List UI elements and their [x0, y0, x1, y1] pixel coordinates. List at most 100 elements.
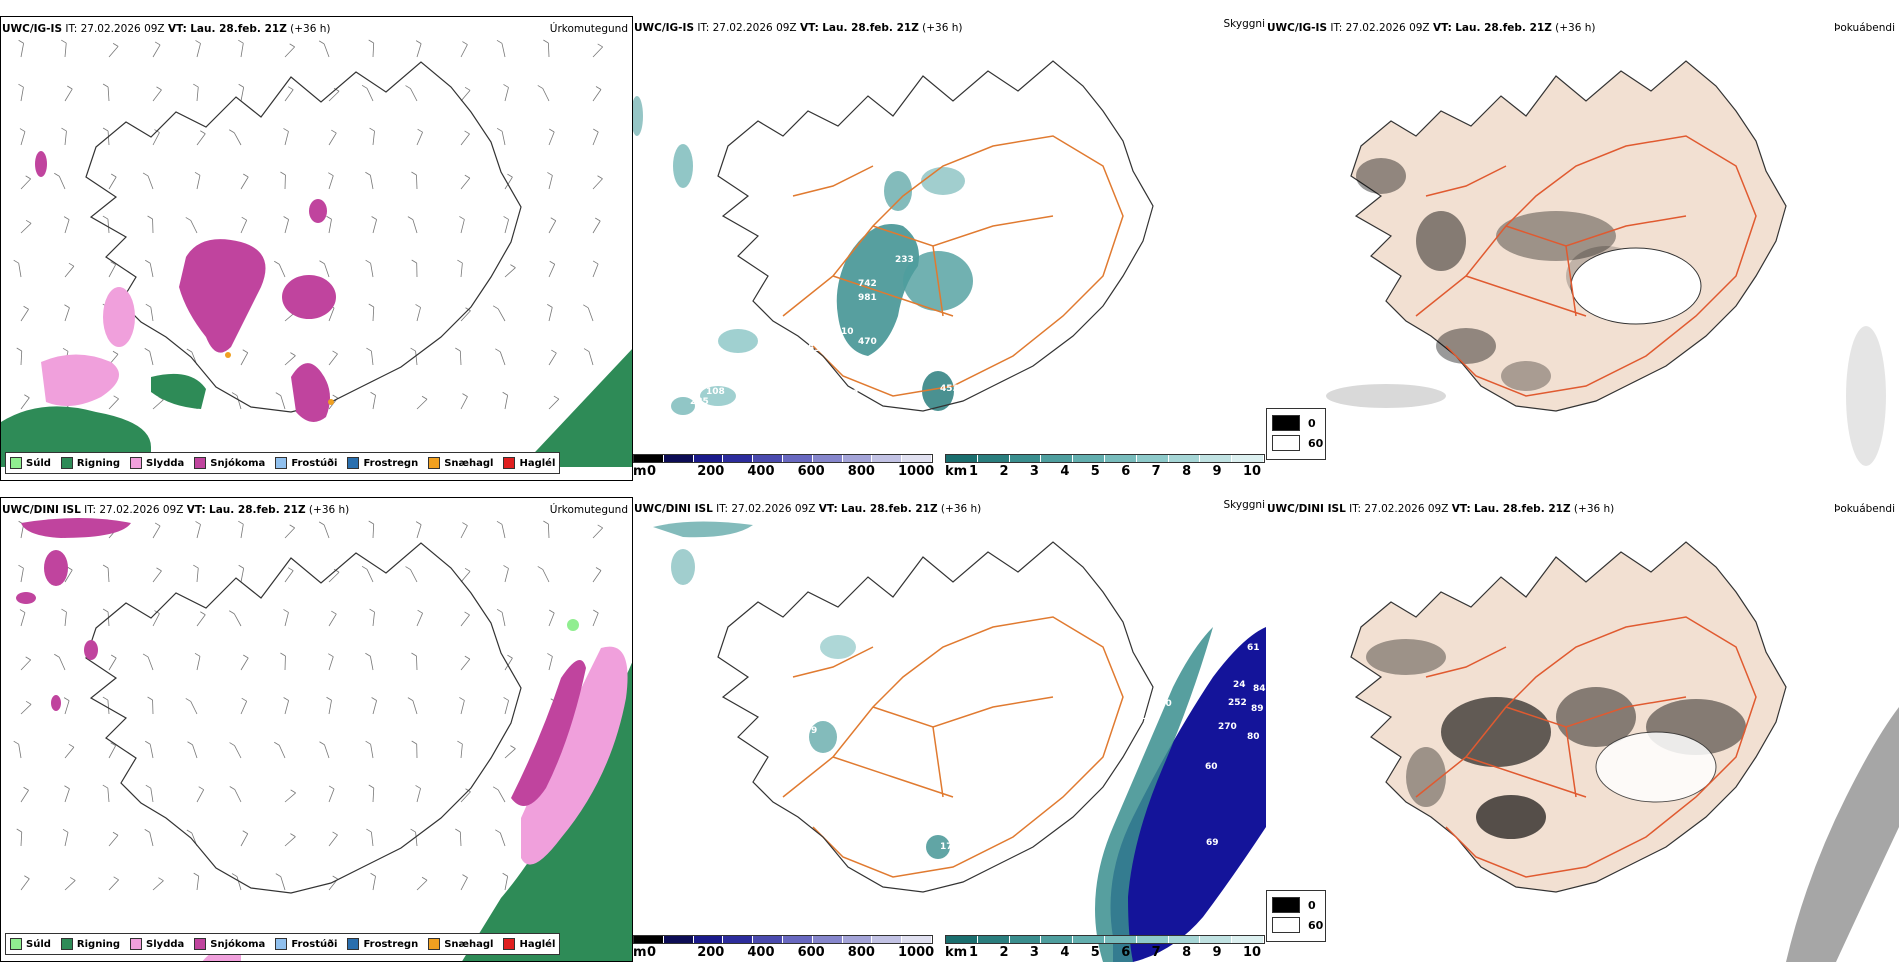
wind-barb: [191, 220, 197, 233]
model-name: UWC/DINI ISL: [634, 503, 713, 515]
wind-barb: [461, 526, 467, 538]
wind-barb-tick: [549, 129, 554, 132]
wind-barb: [285, 612, 288, 626]
wind-barb-tick: [510, 746, 515, 749]
colorbar-tick: 800: [848, 945, 875, 960]
wind-barbs: [14, 521, 603, 890]
wind-barb-tick: [493, 787, 498, 790]
legend-swatch: [428, 457, 440, 469]
wind-barb-tick: [64, 786, 69, 789]
wind-barb-tick: [111, 655, 116, 658]
wind-barb: [500, 833, 505, 846]
wind-barb: [461, 878, 467, 890]
wind-barb-tick: [145, 741, 150, 744]
wind-barb: [197, 876, 199, 890]
valid-time: Lau. 28.feb. 21Z: [1455, 22, 1552, 34]
wind-barb-tick: [242, 217, 247, 220]
wind-barb: [461, 90, 470, 101]
wind-barb-tick: [319, 742, 324, 745]
visibility-value-label: 153: [741, 361, 760, 371]
wind-barb-tick: [543, 521, 548, 524]
wind-barb-tick: [20, 610, 25, 613]
wind-barb-tick: [593, 261, 598, 264]
wind-barb-tick: [457, 741, 462, 744]
wind-barb: [285, 837, 295, 846]
wind-barb-tick: [54, 654, 59, 657]
visibility-value-label: 69: [1206, 838, 1219, 848]
wind-barb: [329, 133, 336, 145]
wind-barb-tick: [411, 172, 416, 175]
wind-barb-tick: [327, 697, 332, 700]
wind-barb: [197, 134, 205, 145]
colorbar-tick: 200: [697, 464, 724, 479]
wind-barb: [416, 832, 417, 846]
wind-barb-tick: [113, 351, 118, 354]
wind-barb: [109, 658, 116, 670]
wind-barb-tick: [146, 304, 151, 307]
wind-barb-tick: [503, 565, 508, 568]
wind-barb: [65, 612, 66, 626]
wind-barb-tick: [230, 743, 235, 746]
wind-barb-tick: [64, 698, 69, 701]
wind-barb-tick: [362, 85, 367, 88]
wind-barb-tick: [148, 216, 153, 219]
wind-barb: [197, 43, 201, 57]
wind-barb-tick: [459, 697, 464, 700]
wind-barb-tick: [146, 785, 151, 788]
wind-barb: [235, 789, 241, 802]
legend-swatch: [347, 938, 359, 950]
wind-barb: [285, 90, 293, 101]
visibility-value-label: 285: [690, 397, 709, 407]
wind-barb: [416, 656, 417, 670]
model-name: UWC/IG-IS: [2, 23, 62, 35]
wind-barb-tick: [503, 84, 508, 87]
wind-barb-tick: [196, 521, 201, 524]
wind-barb: [329, 219, 332, 233]
colorbar-tick: 9: [1213, 464, 1222, 479]
vt-label: VT:: [800, 22, 819, 34]
wind-barb: [65, 832, 68, 846]
wind-barb: [461, 219, 464, 233]
precip-map-top: [1, 17, 633, 481]
wind-barb: [370, 656, 373, 670]
wind-barb-tick: [103, 565, 108, 568]
wind-barb: [417, 788, 421, 802]
wind-barb-tick: [503, 873, 508, 876]
wind-barb: [241, 834, 248, 846]
visibility-value-label: 53: [808, 344, 821, 354]
wind-barb-tick: [422, 396, 427, 399]
wind-barb: [373, 43, 374, 57]
wind-barb: [281, 396, 285, 409]
wind-barb-tick: [243, 831, 248, 834]
wind-barb: [241, 524, 243, 538]
lead-time: (+36 h): [290, 23, 330, 35]
colorbar-strip: [633, 454, 933, 463]
wind-barb-tick: [238, 40, 243, 43]
model-header-bottom-fog: UWC/DINI ISL IT: 27.02.2026 09Z VT: Lau.…: [1267, 503, 1614, 515]
wind-barb: [411, 570, 417, 582]
model-name: UWC/DINI ISL: [2, 504, 81, 516]
wind-barb-tick: [408, 698, 413, 701]
lead-time: (+36 h): [922, 22, 962, 34]
wind-barb-tick: [550, 261, 555, 264]
issue-time: 27.02.2026 09Z: [1364, 503, 1448, 515]
legend-label: Rigning: [77, 939, 120, 950]
wind-barb-tick: [366, 348, 371, 351]
wind-barb-tick: [103, 128, 108, 131]
wind-barb: [241, 658, 248, 670]
wind-barb: [416, 175, 417, 189]
wind-barb: [589, 352, 593, 365]
wind-barb: [329, 572, 339, 582]
visibility-value-label: 3: [795, 204, 801, 214]
wind-barb-tick: [26, 657, 31, 660]
wind-barb-tick: [416, 304, 421, 307]
valid-time: Lau. 28.feb. 21Z: [1474, 503, 1571, 515]
wind-barb-tick: [598, 44, 603, 47]
wind-barb: [367, 88, 373, 101]
wind-barb-tick: [284, 216, 289, 219]
wind-barb-tick: [371, 392, 376, 395]
wind-barb-tick: [54, 173, 59, 176]
colorbar-tick: 400: [747, 464, 774, 479]
wind-barb-tick: [114, 396, 119, 399]
